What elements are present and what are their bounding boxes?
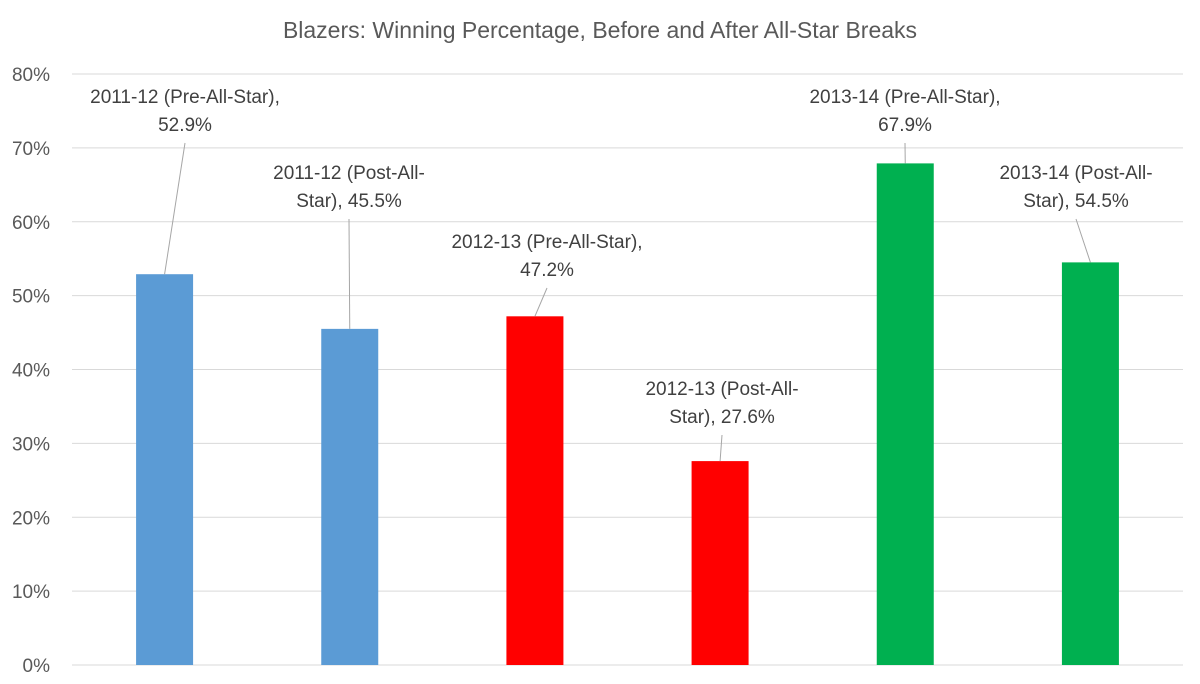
data-label-leader-lines <box>164 142 1091 462</box>
y-tick-label: 40% <box>12 361 50 382</box>
y-tick-label: 60% <box>12 213 50 234</box>
bar <box>876 163 934 666</box>
chart-title: Blazers: Winning Percentage, Before and … <box>283 17 917 43</box>
y-tick-label: 10% <box>12 582 50 603</box>
y-tick-label: 30% <box>12 434 50 455</box>
data-label: 2012-13 (Pre-All-Star), 47.2% <box>451 232 642 281</box>
data-label: 2011-12 (Pre-All-Star), 52.9% <box>90 87 280 136</box>
leader-line <box>1075 218 1091 263</box>
leader-line <box>534 287 548 317</box>
bar <box>691 461 749 665</box>
data-label: 2013-14 (Post-All-Star), 54.5% <box>999 163 1152 212</box>
y-axis-tick-labels: 0% 10% 20% 30% 40% 50% 60% 70% 80% <box>12 65 50 677</box>
data-label: 2011-12 (Post-All-Star), 45.5% <box>273 163 425 212</box>
gridlines <box>72 73 1183 666</box>
bar <box>321 328 379 665</box>
y-tick-label: 0% <box>23 656 51 677</box>
leader-line <box>348 218 351 329</box>
data-label: 2012-13 (Post-All-Star), 27.6% <box>645 379 798 428</box>
bar <box>136 274 194 665</box>
y-tick-label: 70% <box>12 139 50 160</box>
y-tick-label: 20% <box>12 508 50 529</box>
y-tick-label: 80% <box>12 65 50 86</box>
y-tick-label: 50% <box>12 287 50 308</box>
bars <box>136 163 1119 666</box>
data-labels: 2011-12 (Pre-All-Star), 52.9% 2011-12 (Pos… <box>90 87 1152 428</box>
bar <box>1061 262 1119 665</box>
leader-line <box>164 142 186 275</box>
leader-line <box>719 434 723 462</box>
data-label: 2013-14 (Pre-All-Star), 67.9% <box>809 87 1000 136</box>
bar <box>506 316 564 665</box>
